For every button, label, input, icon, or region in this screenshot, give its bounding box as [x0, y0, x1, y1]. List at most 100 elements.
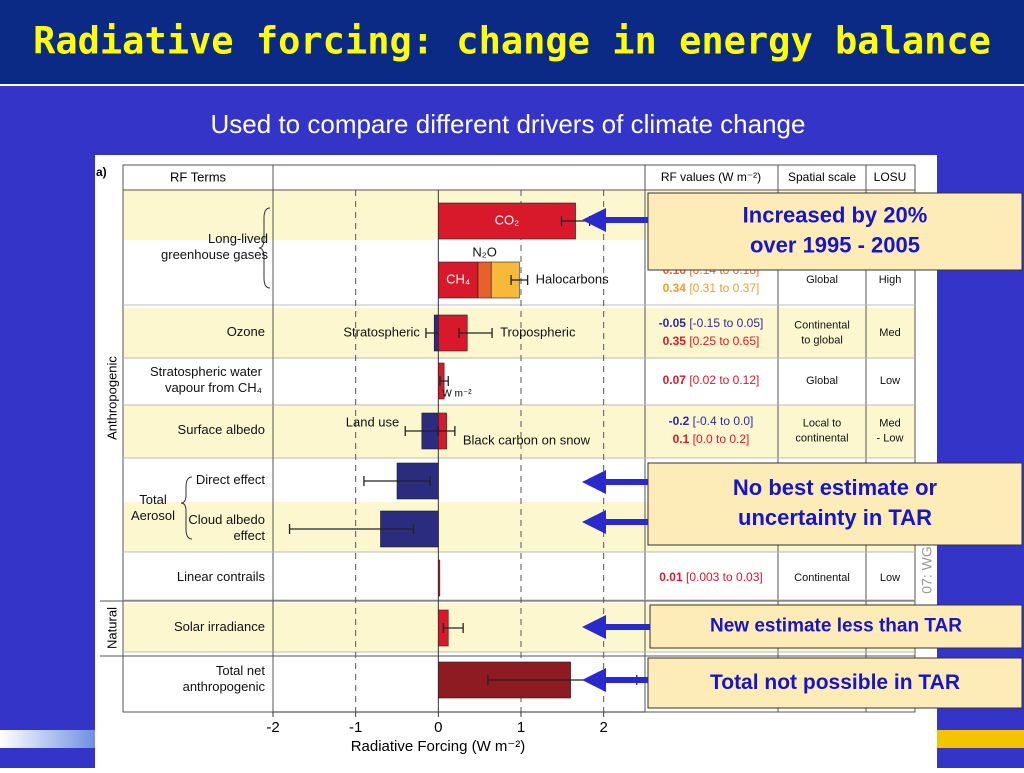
callout-line: No best estimate or [733, 475, 938, 500]
term-label: Solar irradiance [174, 619, 265, 634]
term-label-line: Direct effect [196, 472, 266, 487]
bar-label: Tropospheric [500, 324, 576, 339]
rf-range: [-0.15 to 0.05] [689, 316, 763, 330]
losu-line: Low [880, 375, 900, 387]
term-label: Cloud albedo effect [188, 512, 265, 543]
slide-title: Radiative forcing: change in energy bala… [33, 20, 991, 63]
losu: High [879, 274, 902, 286]
rf-range: [0.02 to 0.12] [689, 373, 759, 387]
header: Spatial scale [788, 170, 856, 184]
bar-label: CH₄ [446, 271, 470, 286]
rf-value: 0.1 [0.0 to 0.2] [673, 432, 750, 446]
bar [477, 261, 492, 299]
term-label: Direct effect [196, 472, 266, 487]
callout-line: Increased by 20% [743, 202, 928, 227]
row-band [123, 405, 915, 458]
term-label: Stratospheric water vapour from CH₄ [150, 364, 263, 395]
rf-best: -0.05 [659, 316, 687, 330]
title-bar [0, 0, 1024, 84]
term-label: Linear contrails [177, 569, 266, 584]
callout-box [647, 657, 1023, 709]
callout-text: New estimate less than TAR [710, 616, 962, 637]
error-bar [510, 275, 529, 285]
callout-box [647, 192, 1023, 271]
spatial-scale-line: Continental [794, 319, 850, 331]
callout-line: over 1995 - 2005 [750, 232, 920, 257]
error-bar [288, 524, 415, 534]
rf-best: 0.34 [663, 281, 687, 295]
spatial-scale-line: Global [806, 274, 838, 286]
losu: Med [879, 327, 900, 339]
bar-label: Land use [346, 414, 400, 429]
spatial-scale: Continental [794, 572, 850, 584]
term-label: Total net anthropogenic [183, 663, 266, 694]
domain-label: Natural [104, 607, 119, 649]
rf-best: 0.35 [663, 334, 687, 348]
spatial-scale: Global [806, 375, 838, 387]
term-label-line: greenhouse gases [161, 247, 268, 262]
rf-best: 0.07 [663, 373, 687, 387]
x-tick-label: -1 [349, 719, 362, 736]
spatial-scale: Local to continental [795, 417, 848, 444]
callout-text: Increased by 20% over 1995 - 2005 [743, 202, 928, 257]
rf-best: -0.2 [669, 414, 690, 428]
losu-line: Med [879, 327, 900, 339]
rf-range: [0.25 to 0.65] [689, 334, 759, 348]
spatial-scale: Global [806, 274, 838, 286]
x-tick-label: 2 [599, 719, 607, 736]
term-label-line: Surface albedo [178, 422, 265, 437]
footer-strip [937, 730, 1024, 748]
domain-label: Anthropogenic [104, 356, 119, 440]
term-label: Surface albedo [178, 422, 265, 437]
spatial-scale-line: continental [795, 432, 848, 444]
losu: Med - Low [877, 417, 904, 444]
slide-subtitle: Used to compare different drivers of cli… [211, 109, 806, 139]
term-label-line: Solar irradiance [174, 619, 265, 634]
callouts: Increased by 20% over 1995 - 2005 No best … [582, 192, 1023, 709]
term-label-line: Stratospheric water [150, 364, 263, 379]
bar-label: CO₂ [495, 212, 520, 227]
rf-range: [0.003 to 0.03] [686, 570, 763, 584]
callout-text: No best estimate or uncertainty in TAR [733, 475, 938, 530]
brace [180, 476, 193, 540]
annotation: W m⁻² [442, 389, 472, 400]
rf-range: [-0.4 to 0.0] [693, 414, 754, 428]
rf-value: 0.34 [0.31 to 0.37] [663, 281, 760, 295]
bar-label: Black carbon on snow [463, 432, 591, 447]
bar-label: N₂O [472, 244, 497, 259]
losu: Low [880, 375, 900, 387]
rf-value: -0.2 [-0.4 to 0.0] [669, 414, 754, 428]
rf-value: 0.07 [0.02 to 0.12] [663, 373, 760, 387]
bar-label: Halocarbons [536, 271, 609, 286]
term-label-line: Total net [216, 663, 266, 678]
error-bar [363, 476, 431, 486]
error-bar [458, 328, 493, 338]
rf-range: [0.31 to 0.37] [689, 281, 759, 295]
footer-strip [0, 730, 95, 748]
error-bar [439, 376, 449, 386]
term-label-line: Long-lived [208, 231, 268, 246]
row-band [123, 308, 915, 358]
term-label: Long-lived greenhouse gases [161, 231, 268, 262]
rf-value: 0.35 [0.25 to 0.65] [663, 334, 760, 348]
rf-value: -0.05 [-0.15 to 0.05] [659, 316, 764, 330]
term-label-line: Ozone [227, 324, 265, 339]
x-tick-label: 1 [517, 719, 525, 736]
x-tick-label: 0 [434, 719, 442, 736]
callout-line: Total not possible in TAR [710, 671, 960, 694]
header: LOSU [874, 170, 907, 184]
group-label-line: Aerosol [131, 508, 175, 523]
term-label-line: vapour from CH₄ [165, 380, 262, 395]
rf-best: 0.01 [659, 570, 683, 584]
bar [438, 202, 576, 240]
rf-value: 0.01 [0.003 to 0.03] [659, 570, 762, 584]
rf-range: [0.0 to 0.2] [693, 432, 750, 446]
bar [438, 559, 441, 597]
panel-label: a) [96, 165, 107, 179]
callout-line: New estimate less than TAR [710, 616, 962, 637]
callout-box [649, 604, 1023, 649]
losu: Low [880, 572, 900, 584]
error-bar [442, 623, 464, 633]
group-label-line: Total [139, 492, 167, 507]
losu-line: - Low [877, 432, 904, 444]
